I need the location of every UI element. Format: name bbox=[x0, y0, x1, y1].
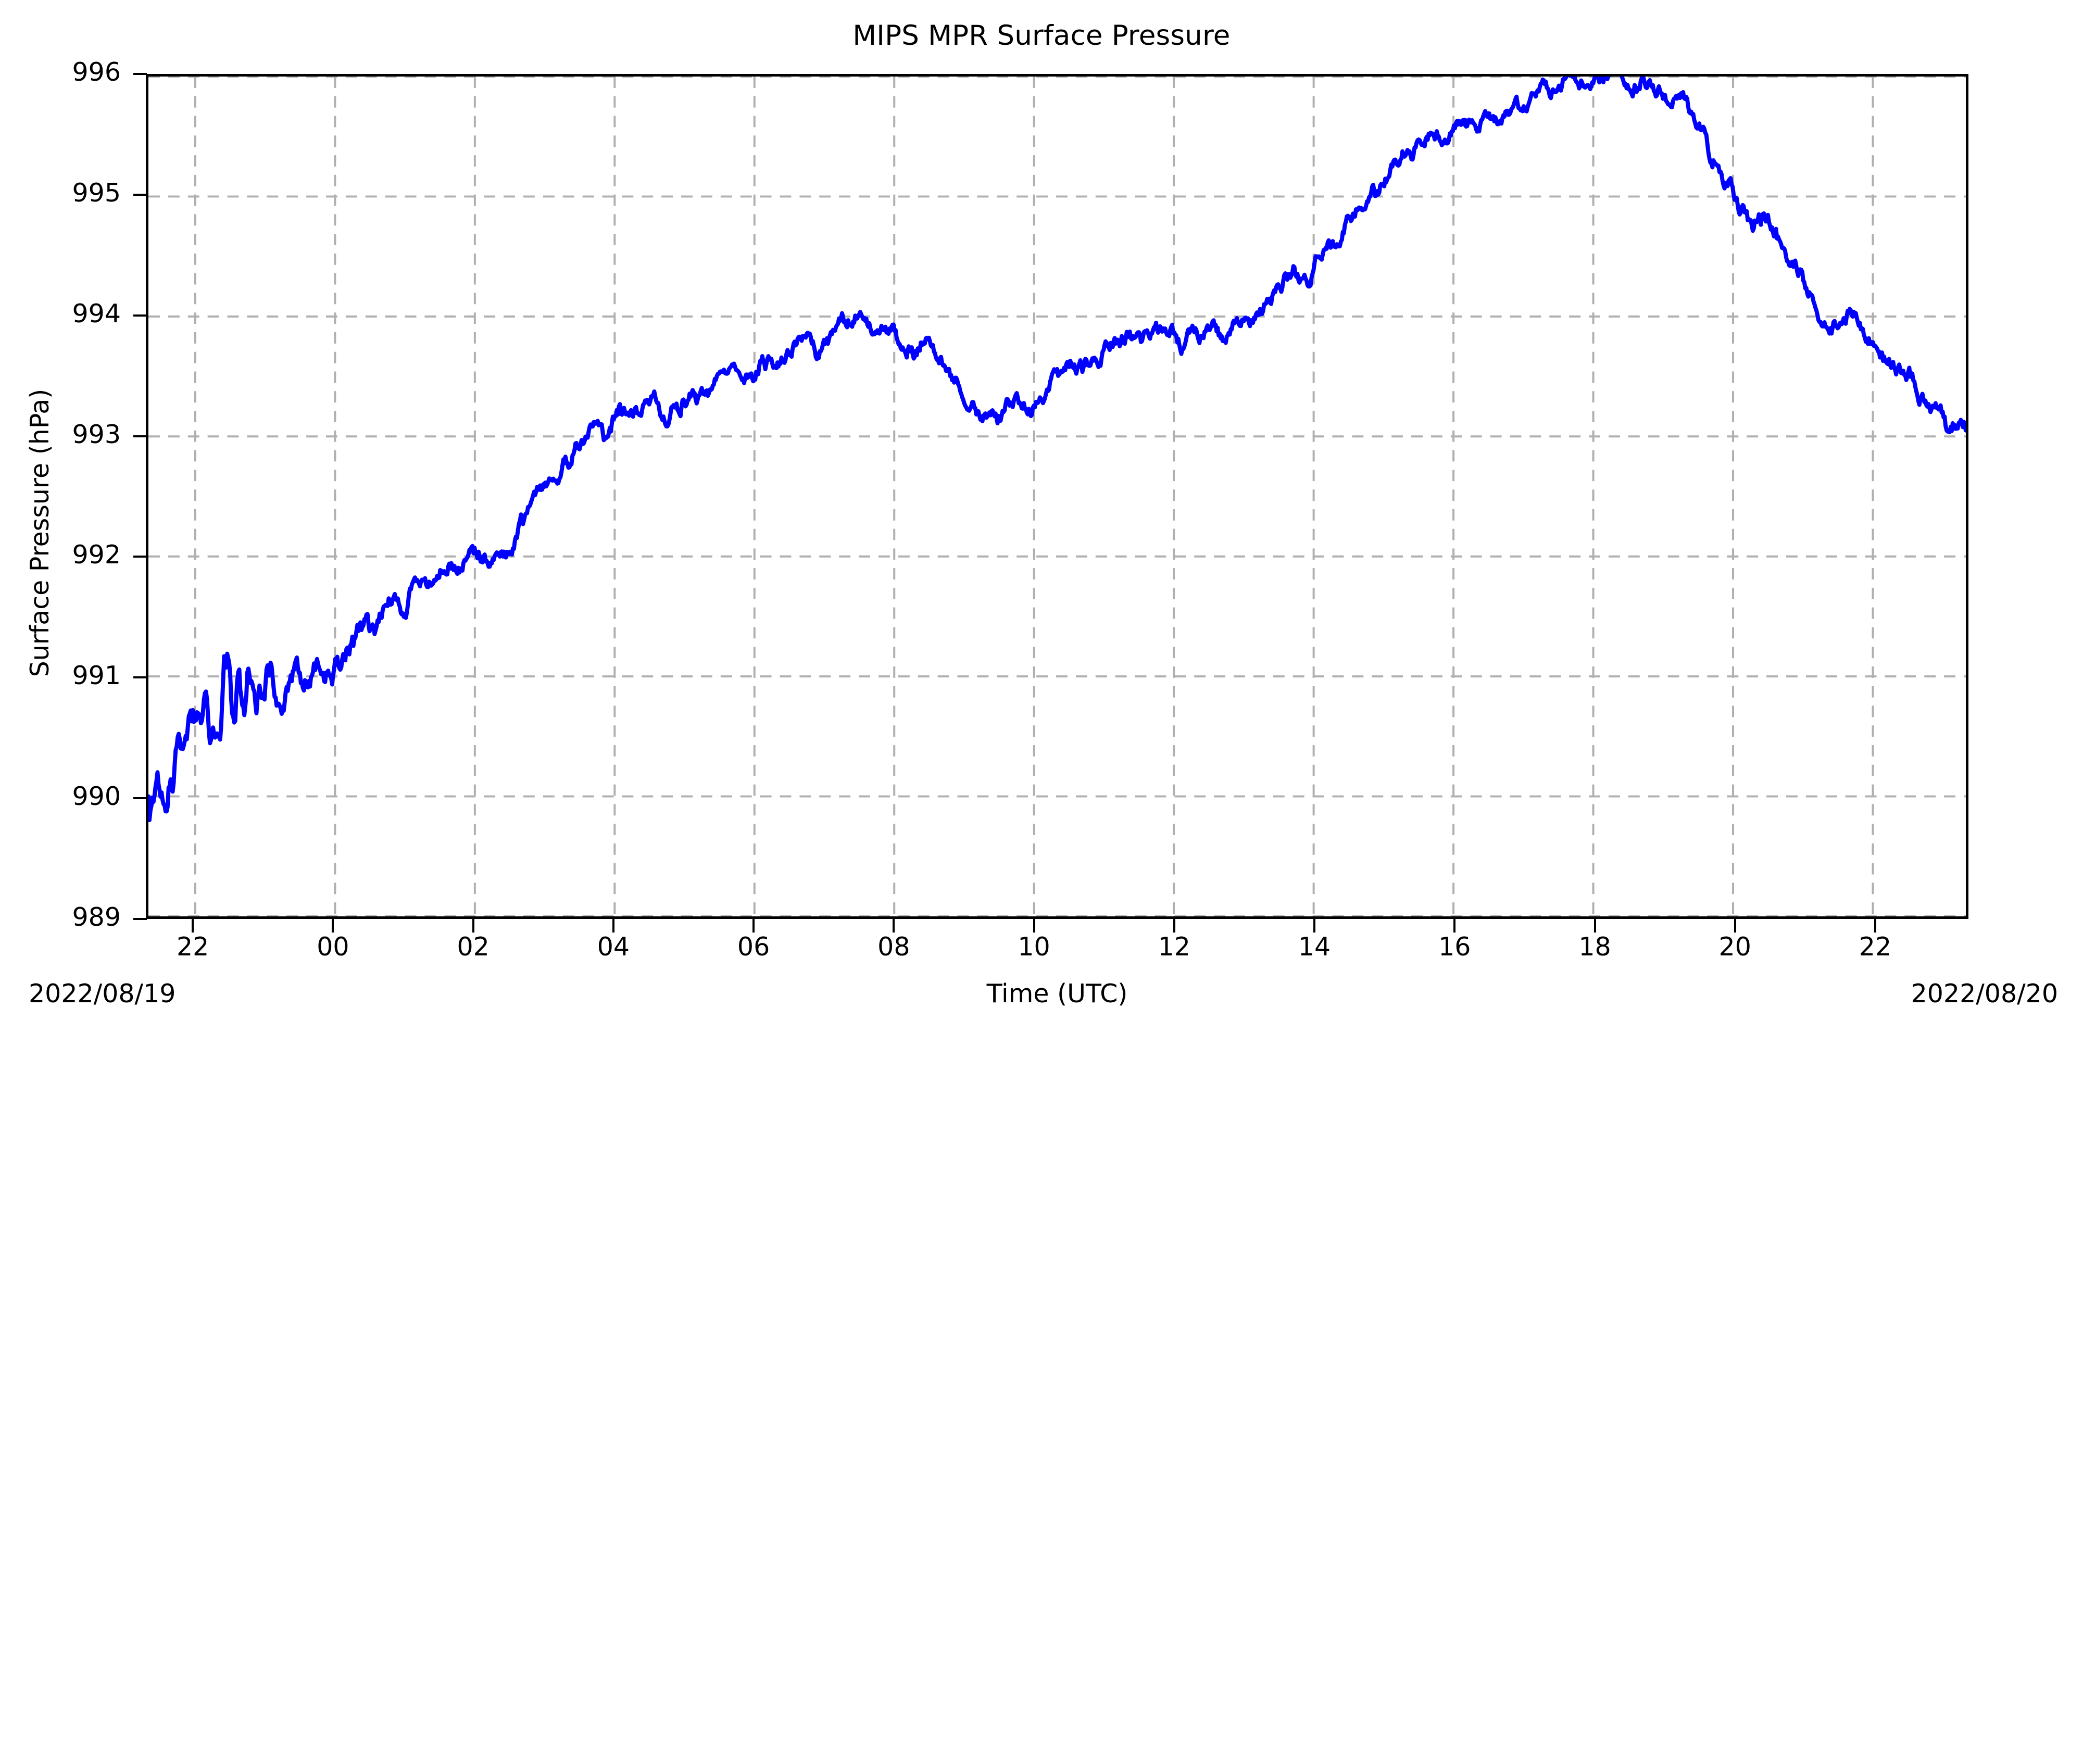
y-tick-label: 993 bbox=[72, 419, 121, 449]
y-tick-label: 992 bbox=[72, 540, 121, 570]
x-tick-label: 18 bbox=[1578, 932, 1611, 962]
x-axis-label: Time (UTC) bbox=[986, 979, 1128, 1009]
pressure-line bbox=[148, 77, 1966, 823]
x-tick-mark bbox=[1033, 919, 1035, 933]
gridlines bbox=[148, 77, 1966, 916]
y-tick-mark bbox=[133, 797, 147, 800]
x-tick-label: 22 bbox=[1859, 932, 1892, 962]
x-tick-label: 16 bbox=[1438, 932, 1471, 962]
x-tick-mark bbox=[1453, 919, 1456, 933]
y-tick-label: 990 bbox=[72, 782, 121, 812]
x-tick-label: 12 bbox=[1158, 932, 1190, 962]
x-tick-label: 08 bbox=[877, 932, 910, 962]
x-tick-label: 04 bbox=[597, 932, 630, 962]
x-tick-mark bbox=[1874, 919, 1876, 933]
y-tick-mark bbox=[133, 193, 147, 196]
y-tick-mark bbox=[133, 73, 147, 75]
x-tick-label: 20 bbox=[1718, 932, 1751, 962]
y-axis-label: Surface Pressure (hPa) bbox=[25, 388, 55, 677]
x-tick-mark bbox=[612, 919, 614, 933]
y-tick-label: 996 bbox=[72, 57, 121, 87]
y-tick-mark bbox=[133, 435, 147, 437]
x-tick-mark bbox=[1734, 919, 1736, 933]
y-tick-mark bbox=[133, 918, 147, 920]
y-tick-mark bbox=[133, 556, 147, 558]
x-tick-label: 22 bbox=[177, 932, 209, 962]
x-tick-mark bbox=[472, 919, 474, 933]
x-tick-mark bbox=[752, 919, 755, 933]
date-end-label: 2022/08/20 bbox=[1911, 979, 2058, 1009]
y-tick-mark bbox=[133, 676, 147, 679]
date-start-label: 2022/08/19 bbox=[29, 979, 176, 1009]
pressure-timeseries-figure: MIPS MPR Surface Pressure Surface Pressu… bbox=[25, 20, 2058, 1009]
x-tick-mark bbox=[893, 919, 895, 933]
page-title: MIPS MPR Surface Pressure bbox=[852, 20, 1231, 52]
x-tick-mark bbox=[1313, 919, 1316, 933]
y-tick-mark bbox=[133, 314, 147, 317]
x-tick-mark bbox=[332, 919, 334, 933]
x-tick-mark bbox=[1173, 919, 1175, 933]
plot-area bbox=[146, 74, 1968, 919]
y-tick-label: 991 bbox=[72, 661, 121, 691]
x-tick-mark bbox=[1593, 919, 1596, 933]
x-tick-label: 02 bbox=[457, 932, 490, 962]
x-tick-mark bbox=[192, 919, 194, 933]
x-tick-label: 14 bbox=[1298, 932, 1331, 962]
x-tick-label: 00 bbox=[317, 932, 349, 962]
plot-canvas bbox=[148, 77, 1966, 916]
x-tick-label: 06 bbox=[737, 932, 770, 962]
x-tick-label: 10 bbox=[1018, 932, 1050, 962]
y-tick-label: 994 bbox=[72, 298, 121, 329]
y-axis-label-holder: Surface Pressure (hPa) bbox=[22, 389, 58, 1764]
y-tick-label: 995 bbox=[72, 178, 121, 208]
y-tick-label: 989 bbox=[72, 902, 121, 932]
data-series-layer bbox=[148, 77, 1966, 823]
